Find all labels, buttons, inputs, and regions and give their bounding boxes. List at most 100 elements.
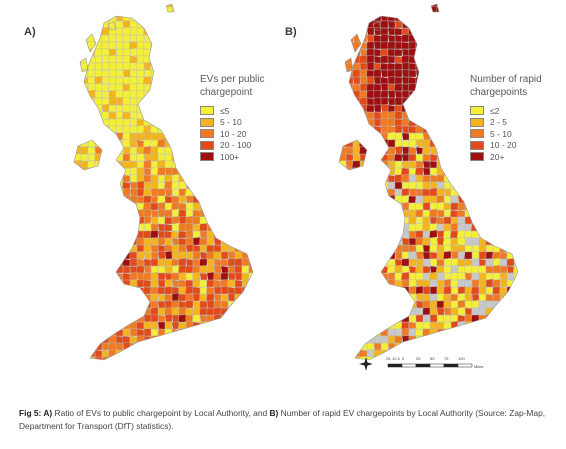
local-authority-region	[464, 264, 473, 274]
local-authority-region	[74, 230, 82, 239]
local-authority-region	[471, 244, 480, 253]
local-authority-region	[156, 146, 166, 155]
local-authority-region	[366, 251, 375, 260]
local-authority-region	[143, 159, 152, 169]
local-authority-region	[171, 146, 180, 155]
local-authority-region	[171, 104, 180, 113]
local-authority-region	[241, 279, 250, 288]
local-authority-region	[358, 286, 368, 295]
local-authority-region	[506, 237, 515, 246]
local-authority-region	[227, 62, 236, 71]
local-authority-region	[179, 363, 186, 371]
local-authority-region	[339, 230, 347, 239]
local-authority-region	[443, 307, 452, 316]
local-authority-region	[407, 321, 417, 330]
local-authority-region	[456, 111, 466, 120]
local-authority-region	[74, 139, 75, 148]
local-authority-region	[499, 286, 508, 295]
local-authority-region	[74, 118, 75, 127]
local-authority-region	[339, 279, 347, 288]
local-authority-region	[339, 258, 347, 267]
local-authority-region	[220, 349, 229, 358]
local-authority-region	[192, 153, 201, 162]
local-authority-region	[345, 111, 354, 120]
local-authority-region	[408, 258, 417, 267]
local-authority-region	[394, 306, 403, 316]
local-authority-region	[464, 27, 473, 36]
local-authority-region	[352, 83, 361, 92]
local-authority-region	[521, 62, 528, 70]
local-authority-region	[185, 272, 194, 281]
local-authority-region	[136, 328, 145, 337]
local-authority-region	[499, 167, 508, 176]
local-authority-region	[192, 111, 201, 120]
local-authority-region	[94, 62, 103, 71]
local-authority-region	[60, 21, 67, 28]
local-authority-region	[74, 27, 82, 36]
scale-unit-label: Miles	[474, 364, 484, 369]
local-authority-region	[164, 188, 173, 197]
local-authority-region	[129, 188, 138, 197]
local-authority-region	[359, 75, 368, 85]
local-authority-region	[408, 181, 417, 190]
local-authority-region	[199, 41, 208, 50]
local-authority-region	[122, 131, 131, 141]
local-authority-region	[171, 237, 180, 246]
local-authority-region	[339, 41, 340, 50]
local-authority-region	[457, 48, 466, 57]
local-authority-region	[401, 327, 410, 337]
local-authority-region	[164, 244, 173, 253]
local-authority-region	[450, 76, 459, 85]
local-authority-region	[150, 258, 159, 267]
local-authority-region	[373, 76, 382, 85]
local-authority-region	[380, 82, 389, 92]
local-authority-region	[394, 215, 403, 225]
local-authority-region	[345, 230, 354, 239]
local-authority-region	[80, 195, 89, 204]
local-authority-region	[157, 97, 166, 106]
local-authority-region	[478, 174, 487, 183]
local-authority-region	[234, 181, 243, 190]
local-authority-region	[478, 167, 487, 176]
local-authority-region	[373, 4, 382, 8]
local-authority-region	[394, 223, 403, 232]
local-authority-region	[241, 4, 250, 8]
local-authority-region	[150, 195, 159, 204]
local-authority-region	[87, 321, 96, 330]
local-authority-region	[233, 349, 243, 358]
local-authority-region	[74, 216, 82, 225]
local-authority-region	[74, 216, 75, 225]
local-authority-region	[80, 300, 89, 309]
local-authority-region	[241, 286, 250, 295]
local-authority-region	[443, 139, 452, 148]
local-authority-region	[345, 335, 354, 344]
local-authority-region	[470, 286, 480, 295]
local-authority-region	[464, 237, 473, 246]
local-authority-region	[339, 265, 347, 274]
local-authority-region	[213, 27, 222, 36]
local-authority-region	[74, 111, 82, 120]
local-authority-region	[171, 222, 180, 232]
local-authority-region	[185, 104, 194, 113]
local-authority-region	[400, 41, 410, 50]
local-authority-region	[115, 237, 124, 246]
local-authority-region	[325, 91, 332, 98]
local-authority-region	[450, 202, 459, 211]
local-authority-region	[74, 125, 75, 134]
coastline	[344, 57, 354, 73]
local-authority-region	[478, 223, 487, 232]
local-authority-region	[339, 306, 347, 316]
local-authority-region	[60, 321, 67, 329]
local-authority-region	[185, 118, 194, 127]
local-authority-region	[136, 223, 145, 232]
local-authority-region	[491, 181, 501, 190]
local-authority-region	[394, 321, 403, 330]
local-authority-region	[157, 132, 166, 141]
local-authority-region	[325, 112, 332, 119]
local-authority-region	[339, 279, 340, 288]
local-authority-region	[178, 307, 187, 316]
local-authority-region	[366, 90, 375, 99]
local-authority-region	[380, 146, 389, 155]
local-authority-region	[186, 364, 193, 371]
local-authority-region	[339, 300, 347, 309]
